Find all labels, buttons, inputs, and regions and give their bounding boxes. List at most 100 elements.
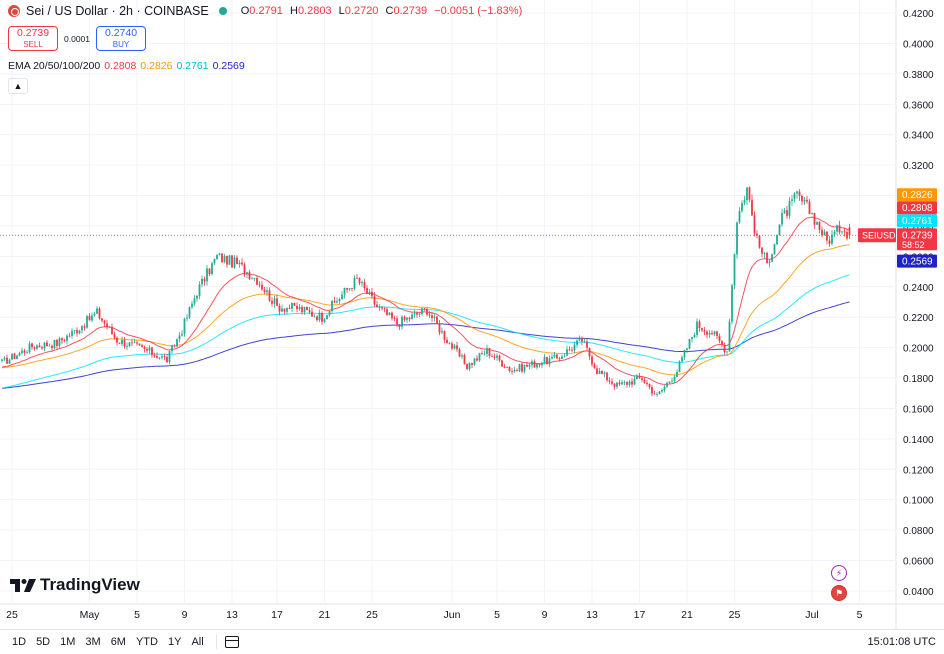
time-axis[interactable]: 25 May 5 9 13 17 21 25 Jun 5 9 13 17 21 25 Jul 5 (6, 609, 862, 621)
candle-body (183, 318, 186, 334)
candle-body (573, 344, 576, 351)
timeframe-5d[interactable]: 5D (36, 636, 51, 648)
y-tick-label: 0.4200 (903, 9, 934, 20)
candle-body (473, 358, 476, 365)
candle-body (533, 361, 536, 368)
sell-button[interactable]: 0.2739 SELL (8, 26, 58, 51)
candle-body (388, 312, 391, 315)
candle-body (251, 278, 253, 280)
candle-body (461, 355, 463, 357)
symbol-title[interactable]: Sei / US Dollar · 2h · COINBASE (26, 4, 209, 18)
candle-body (428, 314, 431, 316)
candle-body (778, 224, 781, 236)
candle-body (498, 355, 501, 361)
candle-body (488, 348, 491, 356)
candle-body (688, 338, 691, 349)
candle-body (763, 252, 766, 254)
price-chart[interactable]: 0.0400 0.0600 0.0800 0.1000 0.1200 0.1400 0.16… (0, 0, 944, 629)
candle-body (298, 307, 301, 310)
candle-body (696, 321, 698, 335)
candle-body (801, 195, 803, 202)
candle-body (191, 303, 193, 308)
timeframe-ytd[interactable]: YTD (135, 636, 158, 648)
candle-body (748, 187, 751, 200)
candle-body (271, 300, 273, 304)
candle-body (241, 262, 243, 265)
buy-button[interactable]: 0.2740 BUY (96, 26, 146, 51)
price-axis[interactable]: 0.0400 0.0600 0.0800 0.1000 0.1200 0.1400 0.16… (903, 9, 934, 598)
candle-body (286, 308, 288, 312)
timeframe-1y[interactable]: 1Y (167, 636, 182, 648)
last-price-label: 0.2739 (902, 231, 933, 242)
candle-body (358, 277, 361, 284)
candle-body (281, 308, 283, 312)
timeframe-6m[interactable]: 6M (110, 636, 126, 648)
candle-body (768, 261, 771, 264)
candle-body (83, 326, 86, 328)
tradingview-logo[interactable]: TradingView (10, 575, 140, 595)
candle-body (448, 343, 451, 345)
candle-body (531, 361, 533, 366)
candle-body (116, 337, 118, 343)
candle-body (436, 316, 438, 324)
chevron-up-icon[interactable]: ▲ (8, 78, 28, 94)
timeframe-1m[interactable]: 1M (60, 636, 76, 648)
candle-body (516, 370, 518, 371)
candle-body (201, 278, 203, 285)
timeframe-all[interactable]: All (191, 636, 204, 648)
candle-body (6, 357, 8, 364)
candle-body (823, 231, 826, 236)
candle-body (43, 342, 46, 349)
candle-body (491, 355, 493, 357)
candle-body (848, 227, 851, 236)
timeframe-3m[interactable]: 3M (85, 636, 101, 648)
candle-body (321, 312, 323, 322)
candle-body (343, 288, 346, 295)
candle-body (366, 288, 368, 294)
candle-body (813, 212, 816, 225)
flash-icon[interactable]: ⚡ (831, 565, 847, 581)
candle-body (8, 359, 11, 364)
candle-body (208, 268, 211, 275)
candlesticks (1, 186, 851, 397)
candle-body (213, 259, 216, 264)
timeframe-1d[interactable]: 1D (12, 636, 27, 648)
candle-body (451, 343, 453, 349)
tradingview-logo-icon (10, 579, 36, 592)
ema-axis-label: 0.2761 (902, 216, 933, 227)
us-flag-icon[interactable]: ⚑ (831, 585, 847, 601)
candle-body (536, 364, 538, 368)
candle-body (211, 263, 213, 275)
candle-body (141, 345, 143, 348)
market-status-icon[interactable] (218, 7, 227, 15)
candle-body (151, 347, 153, 355)
y-tick-label: 0.1600 (903, 404, 934, 415)
ema200-value: 0.2569 (212, 60, 245, 72)
candle-body (423, 308, 426, 310)
bottom-toolbar: 1D 5D 1M 3M 6M YTD 1Y All 15:01:08 UTC (0, 629, 944, 654)
candle-body (351, 288, 353, 289)
low-value: 0.2720 (344, 5, 379, 17)
candle-body (296, 305, 298, 310)
candle-body (186, 317, 188, 319)
candle-body (816, 221, 818, 225)
candle-body (641, 378, 643, 380)
calendar-icon[interactable] (224, 636, 239, 648)
candle-body (613, 383, 616, 387)
candle-body (361, 282, 363, 284)
candle-body (443, 331, 446, 340)
candle-body (713, 331, 716, 335)
candle-body (676, 371, 678, 378)
candle-body (156, 355, 158, 359)
candle-body (746, 187, 748, 201)
candle-body (668, 381, 671, 383)
candle-body (193, 298, 196, 304)
utc-clock[interactable]: 15:01:08 UTC (867, 636, 936, 648)
ema-legend[interactable]: EMA 20/50/100/200 0.2808 0.2826 0.2761 0… (8, 60, 245, 72)
candle-body (323, 319, 326, 322)
candle-body (733, 254, 736, 286)
candle-body (121, 339, 123, 344)
chart-grid (0, 0, 944, 629)
x-tick-label: May (80, 609, 101, 621)
